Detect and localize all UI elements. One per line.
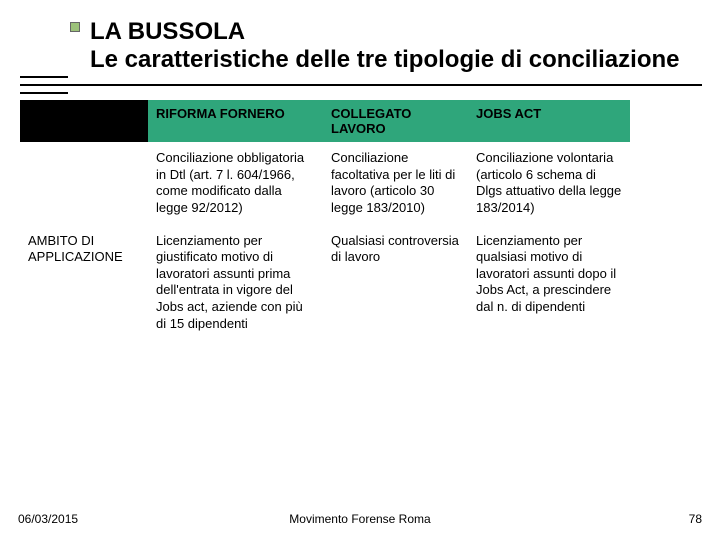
header-col-1: RIFORMA FORNERO xyxy=(148,100,323,142)
cell: Licenziamento per giustificato motivo di… xyxy=(148,225,323,341)
header-col-3: JOBS ACT xyxy=(468,100,630,142)
comparison-table: RIFORMA FORNERO COLLEGATO LAVORO JOBS AC… xyxy=(20,100,630,340)
cell: Qualsiasi controversia di lavoro xyxy=(323,225,468,341)
header-col-2: COLLEGATO LAVORO xyxy=(323,100,468,142)
footer-page-number: 78 xyxy=(689,512,702,526)
row-label xyxy=(20,142,148,225)
cell: Conciliazione volontaria (articolo 6 sch… xyxy=(468,142,630,225)
title-line-2: Le caratteristiche delle tre tipologie d… xyxy=(90,46,702,74)
cell: Licenziamento per qualsiasi motivo di la… xyxy=(468,225,630,341)
title-bullet-icon xyxy=(70,22,80,32)
header-blank xyxy=(20,100,148,142)
row-label: AMBITO DI APPLICAZIONE xyxy=(20,225,148,341)
table-header-row: RIFORMA FORNERO COLLEGATO LAVORO JOBS AC… xyxy=(20,100,630,142)
slide-title-block: LA BUSSOLA Le caratteristiche delle tre … xyxy=(90,18,702,82)
footer-center: Movimento Forense Roma xyxy=(0,512,720,526)
cell: Conciliazione obbligatoria in Dtl (art. … xyxy=(148,142,323,225)
title-line-1: LA BUSSOLA xyxy=(90,18,702,46)
table-row: Conciliazione obbligatoria in Dtl (art. … xyxy=(20,142,630,225)
table-row: AMBITO DI APPLICAZIONE Licenziamento per… xyxy=(20,225,630,341)
cell: Conciliazione facoltativa per le liti di… xyxy=(323,142,468,225)
